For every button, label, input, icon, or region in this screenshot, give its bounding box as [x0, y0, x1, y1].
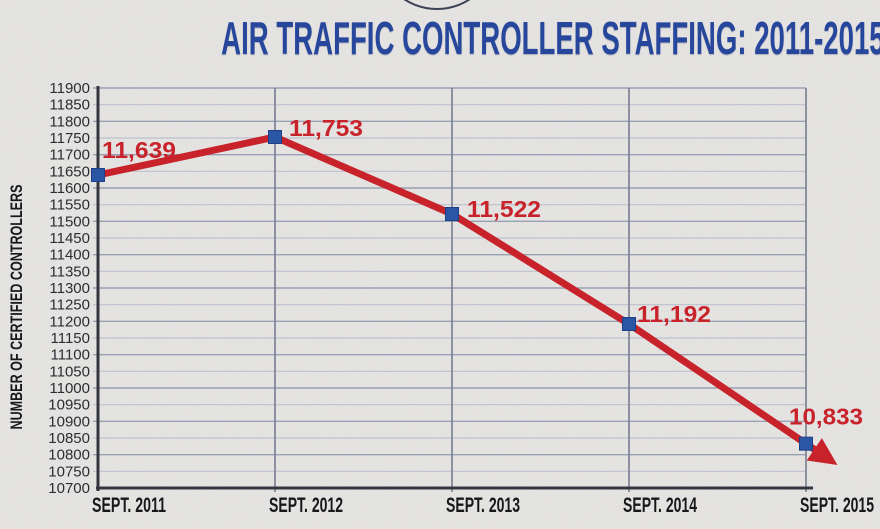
- y-tick-label: 11250: [49, 297, 90, 314]
- y-tick-label: 11650: [49, 163, 90, 180]
- y-tick-label: 11800: [49, 113, 90, 130]
- y-tick-label: 11000: [49, 380, 90, 397]
- y-tick-label: 11850: [49, 97, 90, 114]
- data-point-marker: [91, 168, 105, 182]
- y-tick-label: 11900: [49, 80, 90, 97]
- y-tick-label: 10700: [48, 480, 90, 497]
- y-tick-label: 11400: [49, 247, 90, 264]
- data-point-marker: [622, 317, 636, 331]
- y-tick-label: 10850: [48, 430, 90, 447]
- y-tick-label: 11600: [49, 180, 90, 197]
- x-axis-label: SEPT. 2013: [446, 494, 520, 517]
- y-tick-label: 10900: [48, 413, 90, 430]
- y-tick-label: 11100: [51, 347, 91, 364]
- y-tick-label: 11200: [49, 313, 90, 330]
- data-point-marker: [445, 207, 459, 221]
- data-point-label: 11,522: [467, 196, 541, 222]
- chart-title-text: AIR TRAFFIC CONTROLLER STAFFING: 2011-20…: [221, 12, 880, 64]
- data-point-label: 11,192: [637, 301, 711, 327]
- y-tick-label: 11750: [49, 130, 90, 147]
- x-axis-label: SEPT. 2011: [92, 494, 166, 517]
- data-point-label: 10,833: [789, 404, 863, 430]
- y-tick-label: 11450: [49, 230, 90, 247]
- data-point-label: 11,639: [102, 137, 176, 163]
- series-layer: [91, 130, 838, 465]
- x-axis-label: SEPT. 2014: [623, 494, 697, 517]
- y-tick-label: 10750: [48, 463, 90, 480]
- x-axis-label: SEPT. 2012: [269, 494, 343, 517]
- labels-layer: 1190011850118001175011700116501160011550…: [48, 80, 874, 517]
- y-tick-label: 11700: [49, 147, 90, 164]
- data-point-marker: [799, 436, 813, 451]
- y-tick-label: 11500: [49, 213, 90, 230]
- y-tick-label: 11150: [51, 330, 91, 347]
- y-tick-label: 10800: [48, 447, 90, 464]
- y-axis-title: NUMBER OF CERTIFIED CONTROLLERS: [7, 185, 26, 430]
- trend-arrowhead: [806, 438, 838, 465]
- data-point-label: 11,753: [289, 115, 363, 141]
- y-tick-label: 11350: [49, 263, 90, 280]
- chart-title: AIR TRAFFIC CONTROLLER STAFFING: 2011-20…: [0, 12, 880, 76]
- y-tick-label: 11550: [49, 197, 90, 214]
- x-axis-label: SEPT. 2015: [800, 494, 874, 517]
- data-point-marker: [268, 130, 282, 144]
- y-tick-label: 11050: [49, 363, 90, 380]
- y-tick-label: 10950: [48, 397, 90, 414]
- grid-layer: [93, 86, 813, 492]
- y-tick-label: 11300: [49, 280, 90, 297]
